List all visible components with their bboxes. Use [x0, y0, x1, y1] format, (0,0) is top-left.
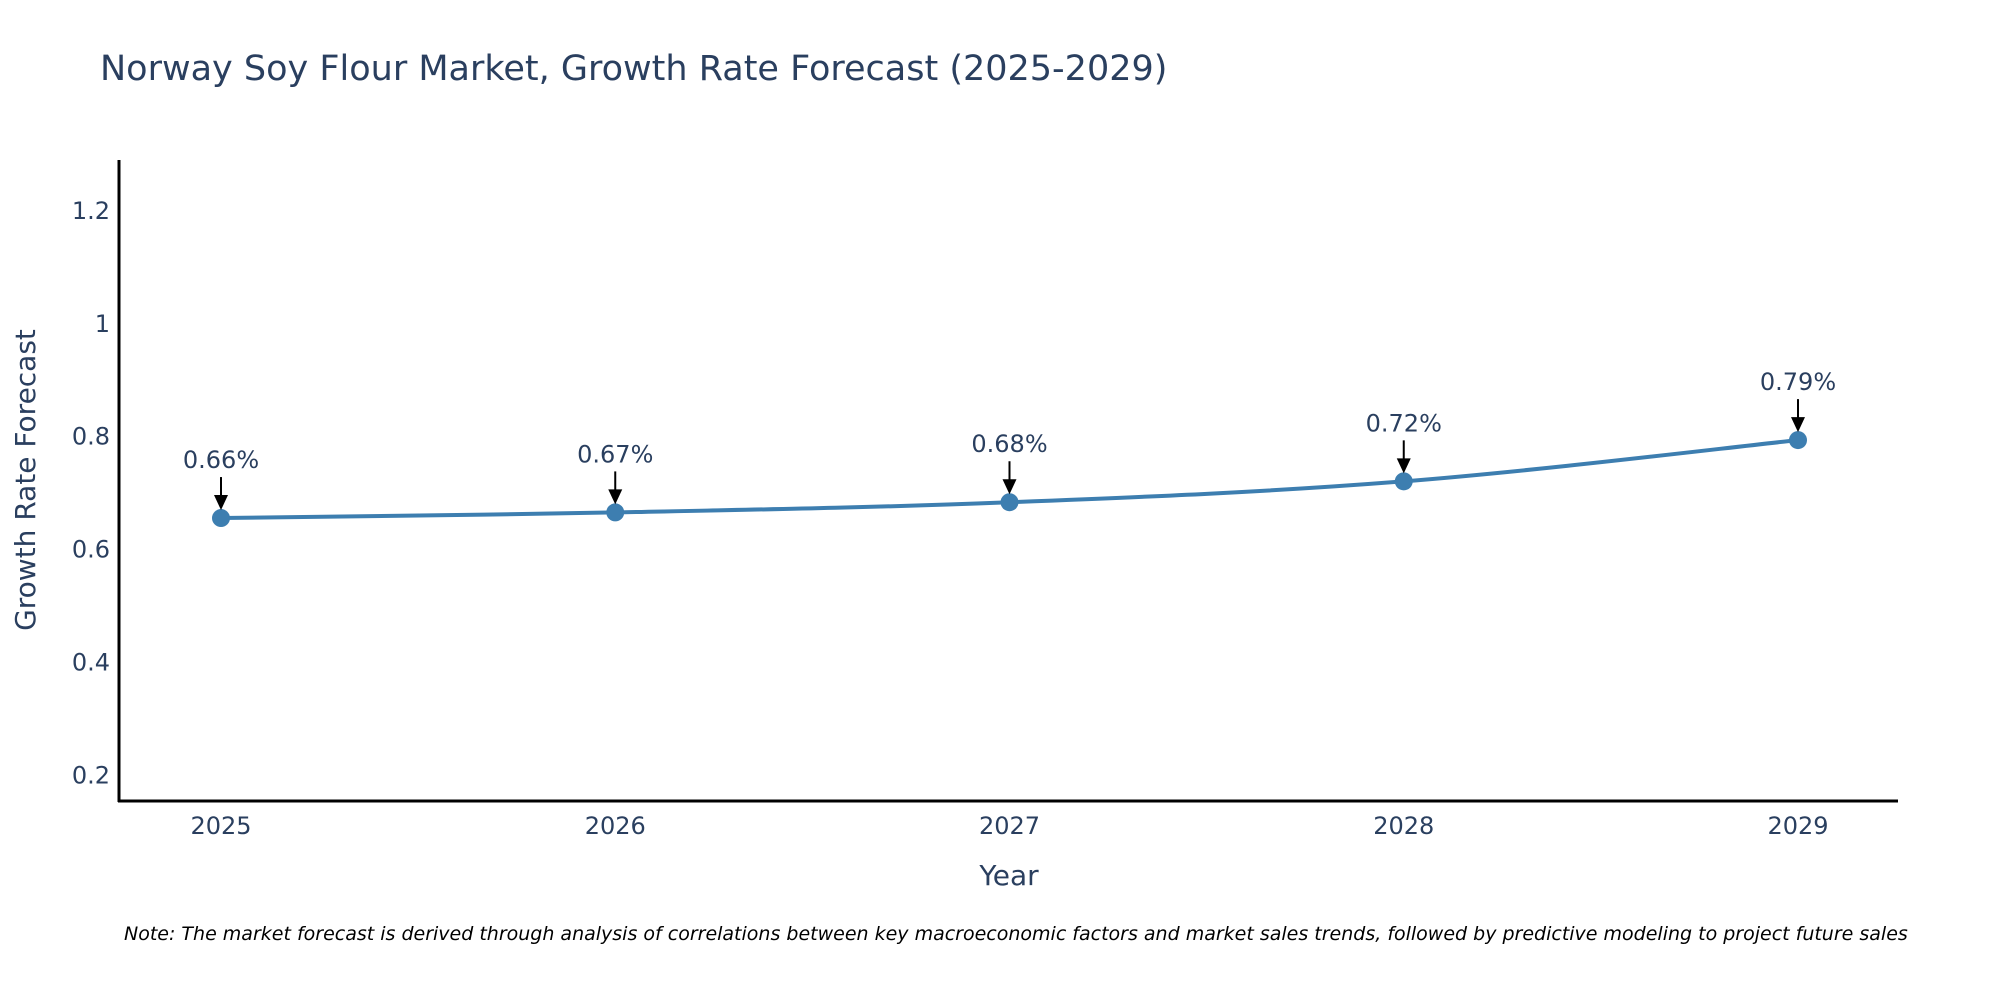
x-tick-label: 2026 — [585, 812, 646, 840]
data-point — [212, 509, 230, 528]
data-point — [1789, 431, 1807, 450]
data-point — [1394, 472, 1413, 491]
y-tick-label: 0.8 — [72, 423, 110, 451]
data-point — [1000, 493, 1019, 512]
y-axis-title: Growth Rate Forecast — [9, 329, 42, 631]
x-tick-label: 2028 — [1373, 812, 1434, 840]
data-label: 0.66% — [183, 446, 259, 474]
annotation-arrow-head — [1396, 458, 1411, 474]
y-axis-ticks: 0.2 0.4 0.6 0.8 1 1.2 — [72, 197, 110, 790]
x-axis-ticks: 2025 2026 2027 2028 2029 — [190, 812, 1828, 840]
annotation-arrow-head — [1791, 417, 1805, 433]
y-tick-label: 1 — [95, 310, 110, 338]
data-label: 0.79% — [1760, 368, 1836, 396]
y-tick-label: 1.2 — [72, 197, 110, 225]
x-tick-label: 2025 — [190, 812, 251, 840]
data-label: 0.67% — [577, 440, 653, 468]
x-tick-label: 2027 — [979, 812, 1040, 840]
data-point — [606, 503, 625, 522]
data-markers — [212, 431, 1807, 528]
chart-title: Norway Soy Flour Market, Growth Rate For… — [100, 49, 1167, 89]
annotation-arrow-head — [1002, 479, 1017, 495]
data-label: 0.68% — [971, 430, 1047, 458]
y-tick-label: 0.4 — [72, 649, 110, 677]
y-tick-label: 0.6 — [72, 536, 110, 564]
y-tick-label: 0.2 — [72, 762, 110, 790]
data-annotations: 0.66% 0.67% 0.68% 0.72% 0.79% — [183, 368, 1836, 511]
data-label: 0.72% — [1366, 409, 1442, 437]
annotation-arrow-head — [214, 495, 228, 511]
x-axis-title: Year — [978, 859, 1039, 892]
annotation-arrow-head — [608, 489, 623, 505]
footnote: Note: The market forecast is derived thr… — [124, 923, 1908, 945]
x-tick-label: 2029 — [1767, 812, 1828, 840]
